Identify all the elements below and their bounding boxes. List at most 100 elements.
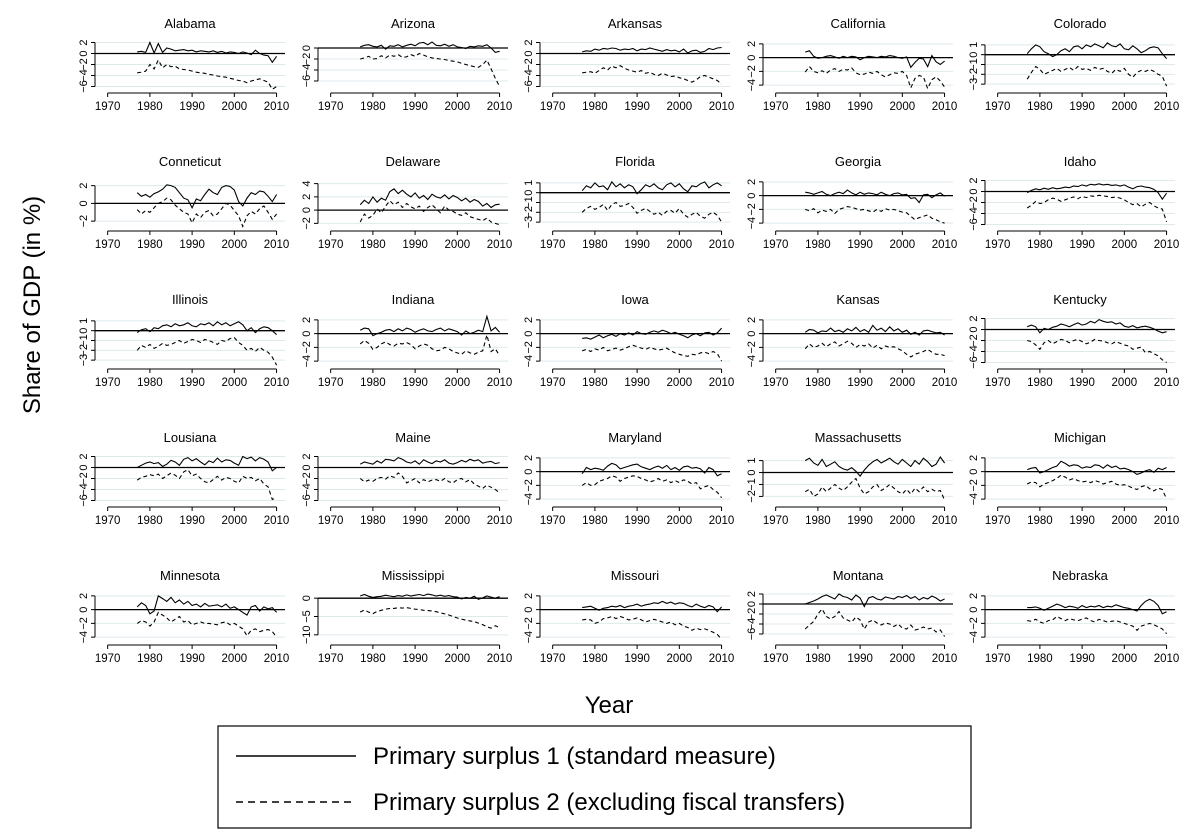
x-tick-label: 1990: [1069, 101, 1095, 113]
y-tick-label: 2: [746, 591, 758, 597]
x-tick-label: 1970: [985, 653, 1011, 665]
series-primary-surplus-2: [136, 611, 278, 638]
x-tick-label: 1980: [1027, 377, 1053, 389]
panel-missouri: Missouri −4−2 0 2 1970 1980 1990 2000 2010: [523, 568, 734, 665]
panel-alabama: Alabama −6−4−2 0 2 1970 1980 1990 2000 2010: [78, 16, 289, 113]
y-tick-label: −4: [746, 217, 758, 230]
series-primary-surplus-2: [359, 472, 500, 494]
y-tick-label: −2: [78, 472, 90, 485]
x-tick-label: 1980: [582, 515, 608, 527]
series-primary-surplus-2: [1027, 615, 1168, 635]
x-tick-label: 1980: [360, 377, 386, 389]
panel-title: Arizona: [391, 16, 436, 31]
series-primary-surplus-2: [581, 475, 723, 499]
x-tick-label: 1990: [179, 653, 205, 665]
x-tick-label: 2010: [1154, 377, 1180, 389]
x-tick-label: 1990: [402, 239, 428, 251]
y-tick-label: 2: [523, 317, 535, 323]
series-primary-surplus-2: [805, 206, 945, 224]
x-tick-label: 2000: [222, 377, 248, 389]
y-tick-label: 0: [968, 607, 980, 613]
y-tick-label: 2: [301, 194, 313, 200]
series-primary-surplus-2: [582, 615, 723, 640]
y-tick-label: −2: [78, 344, 90, 357]
panel-title: California: [831, 16, 887, 31]
x-tick-label: 2010: [264, 515, 290, 527]
y-tick-label: 0: [523, 469, 535, 475]
panel-colorado: Colorado −3−2−10 1 1970 1980 1990 2000 2010: [968, 16, 1179, 113]
y-tick-label: 2: [968, 593, 980, 599]
y-tick-label: 2: [523, 39, 535, 45]
x-tick-label: 1980: [805, 515, 831, 527]
series-primary-surplus-1: [360, 41, 500, 54]
x-tick-label: 2010: [1154, 101, 1180, 113]
x-tick-label: 1970: [540, 515, 566, 527]
series-primary-surplus-2: [804, 65, 946, 91]
y-tick-label: −2: [301, 472, 313, 485]
panel-title: Minnesota: [160, 568, 221, 583]
x-tick-label: 2000: [890, 515, 916, 527]
y-tick-label: −2: [523, 206, 535, 219]
panel-title: Colorado: [1054, 16, 1107, 31]
panel-minnesota: Minnesota −4−2 0 2 1970 1980 1990 2000 2010: [78, 568, 289, 665]
x-tick-label: 1990: [402, 377, 428, 389]
x-tick-label: 2010: [487, 377, 513, 389]
y-tick-label: 0: [968, 52, 980, 58]
x-tick-label: 1970: [985, 515, 1011, 527]
panel-mississippi: Mississippi −10 −5 0 1970 1980 1990 2000 2010: [301, 568, 512, 665]
x-tick-label: 1990: [847, 653, 873, 665]
panel-title: Missouri: [611, 568, 660, 583]
y-tick-label: 2: [523, 593, 535, 599]
x-tick-label: 1970: [318, 653, 344, 665]
y-tick-label: −6: [301, 494, 313, 507]
x-tick-label: 2010: [487, 239, 513, 251]
panel-title: Georgia: [835, 154, 882, 169]
x-tick-label: 1970: [763, 377, 789, 389]
x-tick-label: 1980: [137, 653, 163, 665]
x-tick-label: 1980: [1027, 515, 1053, 527]
y-tick-label: −1: [78, 334, 90, 347]
x-tick-label: 2000: [222, 653, 248, 665]
y-tick-label: −6: [968, 356, 980, 369]
panel-title: Michigan: [1054, 430, 1106, 445]
y-tick-label: −2: [78, 215, 90, 228]
x-tick-label: 1980: [582, 653, 608, 665]
panel-delaware: Delaware −2 0 2 4 1970 1980 1990 2000 2010: [301, 154, 512, 251]
series-primary-surplus-1: [582, 600, 723, 613]
y-tick-label: −4: [78, 631, 90, 644]
y-tick-label: −4: [746, 618, 758, 631]
x-tick-label: 2010: [709, 653, 735, 665]
y-tick-label: −2: [968, 334, 980, 347]
x-tick-label: 2010: [1154, 515, 1180, 527]
panel-montana: Montana −6−4−20 2 1970 1980 1990 2000 2010: [746, 568, 957, 665]
x-tick-label: 2000: [667, 653, 693, 665]
x-tick-label: 1970: [95, 101, 121, 113]
series-primary-surplus-1: [1026, 42, 1168, 59]
x-tick-label: 1980: [137, 239, 163, 251]
y-tick-label: 2: [301, 317, 313, 323]
series-primary-surplus-1: [581, 462, 722, 477]
x-tick-label: 1970: [318, 239, 344, 251]
y-tick-label: −4: [78, 483, 90, 496]
y-tick-label: 0: [301, 331, 313, 337]
y-tick-label: −2: [746, 341, 758, 354]
x-tick-label: 1990: [402, 101, 428, 113]
panel-title: Massachusetts: [815, 430, 902, 445]
x-tick-label: 1990: [1069, 377, 1095, 389]
x-tick-label: 1990: [624, 377, 650, 389]
x-tick-label: 1990: [179, 239, 205, 251]
panel-title: Mississippi: [382, 568, 445, 583]
x-tick-label: 1970: [985, 101, 1011, 113]
x-tick-label: 1980: [805, 101, 831, 113]
panel-conneticut: Conneticut −2 0 2 1970 1980 1990 2000 2010: [78, 154, 289, 251]
x-tick-label: 2010: [264, 653, 290, 665]
y-tick-label: 1: [968, 42, 980, 48]
series-primary-surplus-2: [136, 336, 278, 366]
y-tick-label: −2: [523, 58, 535, 71]
series-primary-surplus-1: [136, 455, 277, 472]
y-tick-label: −2: [746, 608, 758, 621]
panel-california: California −4−2 0 2 1970 1980 1990 2000 2010: [746, 16, 957, 113]
panel-title: Maryland: [608, 430, 661, 445]
series-primary-surplus-2: [804, 608, 946, 637]
y-tick-label: −6: [301, 75, 313, 88]
